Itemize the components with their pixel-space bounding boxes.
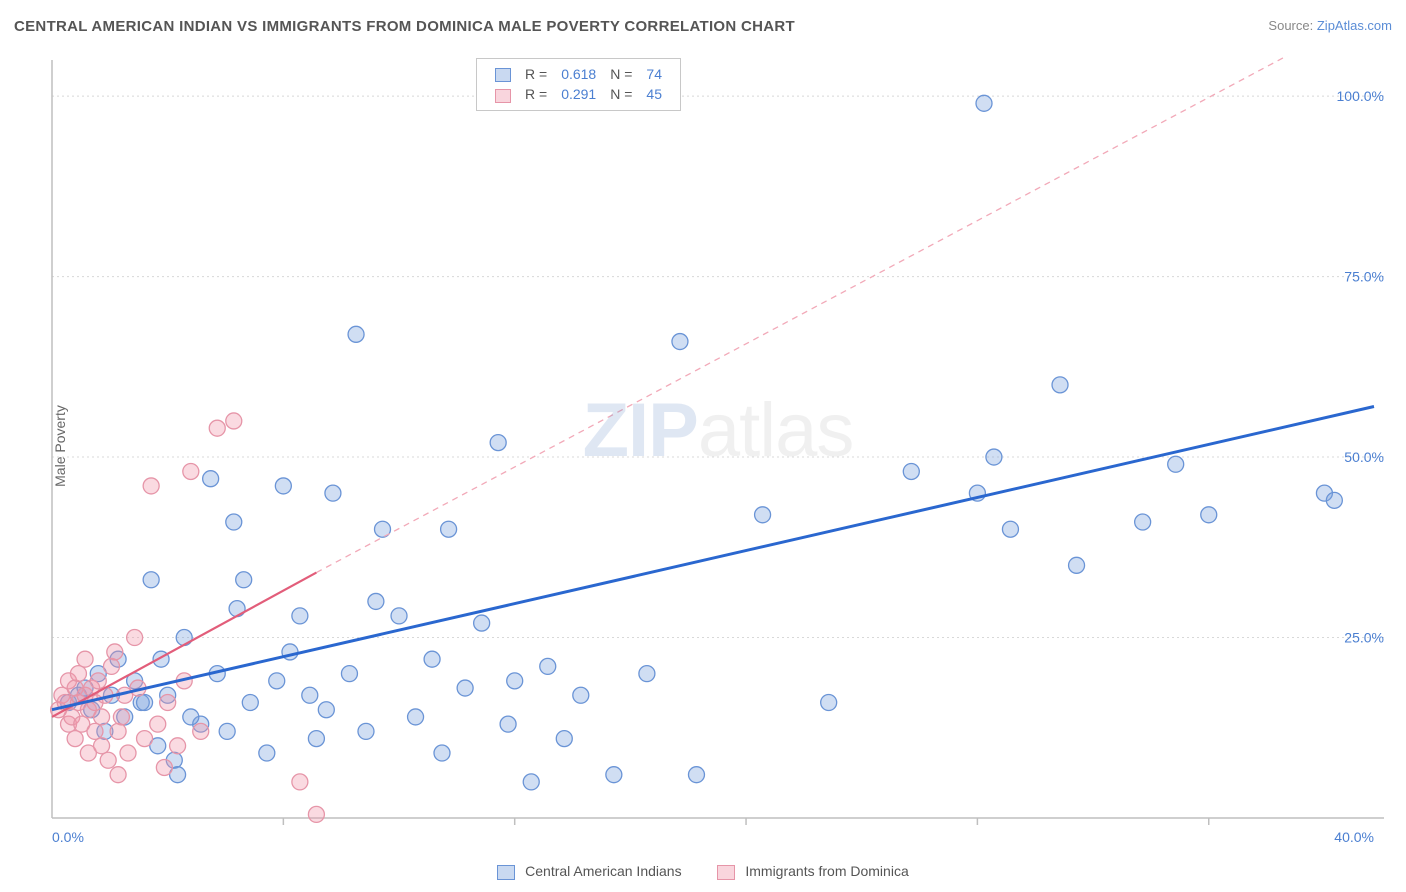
series-legend: Central American Indians Immigrants from… <box>0 863 1406 880</box>
legend-bottom-label-pink: Immigrants from Dominica <box>745 863 908 879</box>
legend-bottom-label-blue: Central American Indians <box>525 863 681 879</box>
source-label: Source: <box>1268 18 1313 33</box>
correlation-legend: R = 0.618 N = 74 R = 0.291 N = 45 <box>476 58 681 111</box>
svg-text:50.0%: 50.0% <box>1344 449 1384 465</box>
n-value-blue: 74 <box>640 65 668 83</box>
scatter-svg: 25.0% 50.0% 75.0% 100.0% 0.0% 40.0% ZIPatlas <box>46 56 1390 848</box>
legend-item-blue: Central American Indians <box>497 863 681 880</box>
watermark: ZIPatlas <box>583 388 854 473</box>
chart-source: Source: ZipAtlas.com <box>1268 18 1392 33</box>
source-link[interactable]: ZipAtlas.com <box>1317 18 1392 33</box>
legend-swatch-pink <box>495 89 511 103</box>
svg-text:40.0%: 40.0% <box>1334 829 1374 845</box>
svg-text:75.0%: 75.0% <box>1344 269 1384 285</box>
n-value-pink: 45 <box>640 85 668 103</box>
svg-text:0.0%: 0.0% <box>52 829 84 845</box>
r-value-blue: 0.618 <box>555 65 602 83</box>
legend-item-pink: Immigrants from Dominica <box>717 863 908 880</box>
legend-row-blue: R = 0.618 N = 74 <box>489 65 668 83</box>
chart-header: CENTRAL AMERICAN INDIAN VS IMMIGRANTS FR… <box>14 18 1392 42</box>
legend-swatch-blue <box>495 68 511 82</box>
svg-text:100.0%: 100.0% <box>1337 88 1384 104</box>
svg-text:25.0%: 25.0% <box>1344 630 1384 646</box>
n-label: N = <box>604 65 638 83</box>
legend-row-pink: R = 0.291 N = 45 <box>489 85 668 103</box>
r-value-pink: 0.291 <box>555 85 602 103</box>
legend-bottom-swatch-pink <box>717 865 735 880</box>
legend-bottom-swatch-blue <box>497 865 515 880</box>
r-label: R = <box>519 65 553 83</box>
chart-title: CENTRAL AMERICAN INDIAN VS IMMIGRANTS FR… <box>14 18 795 35</box>
plot-area: R = 0.618 N = 74 R = 0.291 N = 45 25.0% 5… <box>46 56 1390 848</box>
